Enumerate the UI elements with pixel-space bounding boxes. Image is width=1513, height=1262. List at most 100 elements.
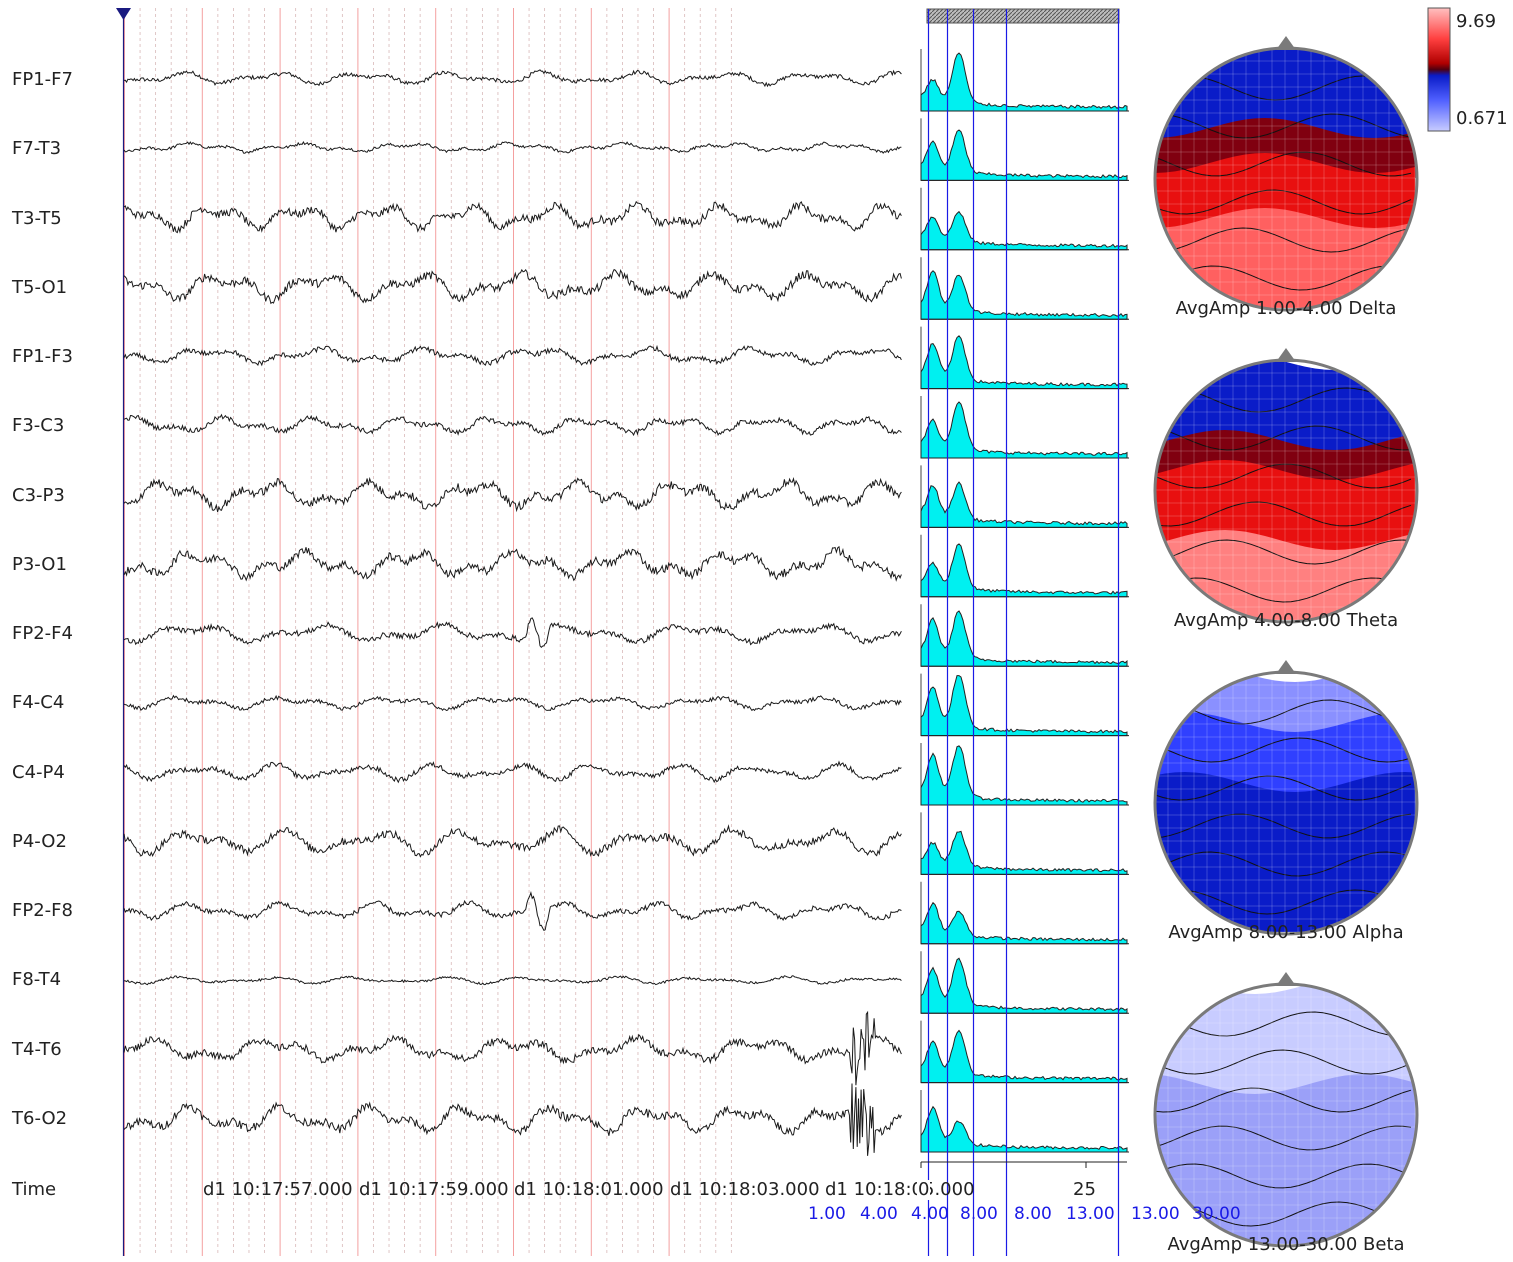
topomap-contour (1155, 813, 1412, 839)
spectrum-axis-tick: 0 (917, 1179, 931, 1200)
spectrum-area (920, 957, 1128, 1014)
eeg-trace (123, 268, 902, 305)
topomap-contour (1155, 501, 1412, 527)
band-range-high: 4.00 (860, 1204, 898, 1224)
topomap-contour (1155, 737, 1412, 763)
topomap-contour (1155, 1163, 1412, 1189)
topomap-contour (1155, 1049, 1412, 1075)
eeg-trace (123, 413, 902, 437)
topomap-contour (1155, 699, 1412, 725)
spectrum-area (920, 830, 1128, 875)
channel-label[interactable]: P4-O2 (12, 831, 67, 852)
channel-label[interactable]: F3-C3 (12, 415, 65, 436)
eeg-trace (123, 476, 902, 513)
channel-label[interactable]: T4-T6 (12, 1039, 62, 1060)
eeg-trace (123, 140, 902, 154)
timestamp-label: d1 10:18:01.000 (514, 1179, 664, 1200)
topomap-region (1155, 530, 1417, 620)
channel-label[interactable]: C4-P4 (12, 762, 65, 783)
eeg-trace (123, 975, 902, 986)
topomap-contour (1155, 539, 1412, 565)
spectrum-area (920, 52, 1128, 112)
topomap-title-delta: AvgAmp 1.00-4.00 Delta (1175, 298, 1397, 319)
topomap-contour (1155, 227, 1412, 253)
channel-label[interactable]: FP2-F8 (12, 900, 73, 921)
timestamp-label: d1 10:18:03.000 (670, 1179, 820, 1200)
band-range-low: 1.00 (808, 1204, 846, 1224)
eeg-trace (123, 617, 902, 649)
timestamp-label: d1 10:17:57.000 (203, 1179, 353, 1200)
channel-label[interactable]: T6-O2 (12, 1108, 68, 1129)
topomap-title-beta: AvgAmp 13.00-30.00 Beta (1167, 1234, 1405, 1255)
topomap-region (1155, 1074, 1417, 1244)
band-range-high: 30.00 (1192, 1204, 1241, 1224)
band-range-low: 4.00 (911, 1204, 949, 1224)
channel-label[interactable]: T5-O1 (12, 277, 68, 298)
spectrum-axis-tick: 25 (1073, 1179, 1096, 1200)
channel-label[interactable]: F8-T4 (12, 969, 62, 990)
spectrum-area (920, 335, 1128, 390)
time-cursor-marker-icon (116, 8, 131, 20)
eeg-trace (123, 694, 902, 712)
eeg-trace (123, 824, 902, 858)
topomap-title-alpha: AvgAmp 8.00-13.00 Alpha (1168, 922, 1404, 943)
nose-marker-icon (1276, 348, 1296, 362)
spectrum-area (920, 745, 1128, 806)
topomap-title-theta: AvgAmp 4.00-8.00 Theta (1173, 610, 1399, 631)
timestamp-label: d1 10:18:05.000 (825, 1179, 975, 1200)
band-range-high: 8.00 (960, 1204, 998, 1224)
topomap-contour (1155, 1125, 1412, 1151)
spectrum-area (920, 543, 1128, 598)
spectrum-area (920, 1029, 1128, 1084)
topomap-contour (1155, 151, 1412, 177)
channel-label[interactable]: F4-C4 (12, 692, 65, 713)
nose-marker-icon (1276, 660, 1296, 674)
eeg-trace (123, 200, 902, 234)
channel-label[interactable]: FP2-F4 (12, 623, 73, 644)
spectrum-area (920, 610, 1128, 667)
spectrum-area (920, 210, 1128, 251)
topomap-contour (1155, 577, 1412, 603)
spectrum-area (920, 270, 1128, 320)
eeg-trace (123, 545, 902, 582)
band-range-low: 13.00 (1131, 1204, 1180, 1224)
spectrum-area (920, 481, 1128, 528)
eeg-trace (123, 1083, 902, 1156)
nose-marker-icon (1276, 36, 1296, 50)
spectrum-area (920, 1105, 1128, 1153)
colorbar-min-label: 0.671 (1456, 108, 1508, 129)
eeg-trace (123, 891, 902, 932)
eeg-trace (123, 69, 902, 88)
eeg-trace (123, 1010, 902, 1086)
topomap (1155, 48, 1417, 310)
channel-label[interactable]: T3-T5 (12, 208, 62, 229)
topomap-contour (1155, 425, 1412, 451)
spectrum-area (920, 401, 1128, 459)
timestamp-label: d1 10:17:59.000 (359, 1179, 509, 1200)
channel-label[interactable]: F7-T3 (12, 138, 62, 159)
eeg-trace (123, 344, 902, 367)
topomap-region (1155, 712, 1417, 792)
topomap (1155, 360, 1417, 622)
topomap-region (1155, 772, 1417, 932)
eeg-trace-panel[interactable] (0, 0, 910, 1262)
spectrum-area (920, 675, 1128, 737)
colorbar (1427, 7, 1451, 132)
time-row-label: Time (12, 1179, 57, 1200)
topomap-contour (1155, 189, 1412, 215)
band-range-high: 13.00 (1066, 1204, 1115, 1224)
topomap-contour (1155, 1011, 1412, 1037)
channel-label[interactable]: C3-P3 (12, 485, 65, 506)
channel-label[interactable]: FP1-F7 (12, 69, 73, 90)
spectrum-area (920, 901, 1128, 945)
band-range-low: 8.00 (1014, 1204, 1052, 1224)
topomap-contour (1155, 889, 1412, 915)
topomap-contour (1155, 113, 1412, 139)
channel-label[interactable]: P3-O1 (12, 554, 67, 575)
topomap-contour (1155, 1087, 1412, 1113)
topomap-contour (1155, 851, 1412, 877)
channel-label[interactable]: FP1-F3 (12, 346, 73, 367)
